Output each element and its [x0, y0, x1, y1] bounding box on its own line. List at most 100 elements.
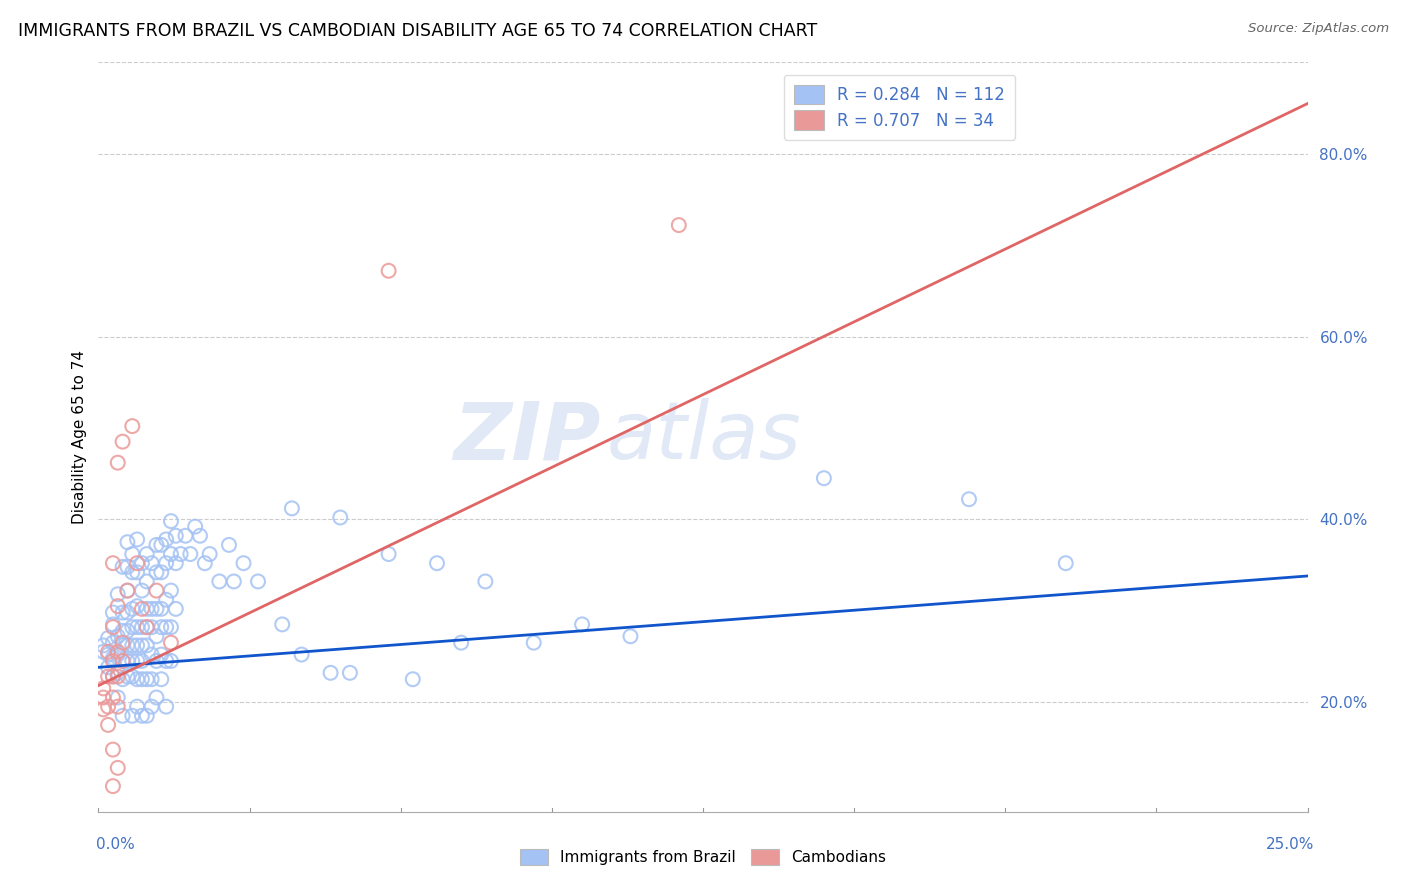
- Point: [131, 708, 153, 723]
- Point: [155, 533, 177, 547]
- Point: [1054, 556, 1077, 570]
- Point: [155, 556, 177, 570]
- Point: [135, 672, 157, 686]
- Point: [121, 547, 143, 561]
- Point: [135, 547, 157, 561]
- Point: [150, 672, 173, 686]
- Point: [107, 456, 129, 470]
- Point: [135, 620, 157, 634]
- Point: [111, 654, 134, 668]
- Point: [131, 583, 153, 598]
- Point: [145, 602, 167, 616]
- Point: [97, 631, 120, 645]
- Point: [450, 635, 472, 649]
- Point: [111, 606, 134, 620]
- Point: [107, 629, 129, 643]
- Point: [426, 556, 449, 570]
- Point: [194, 556, 217, 570]
- Point: [150, 566, 173, 580]
- Point: [198, 547, 221, 561]
- Point: [127, 556, 149, 570]
- Text: IMMIGRANTS FROM BRAZIL VS CAMBODIAN DISABILITY AGE 65 TO 74 CORRELATION CHART: IMMIGRANTS FROM BRAZIL VS CAMBODIAN DISA…: [18, 22, 817, 40]
- Point: [97, 669, 120, 683]
- Point: [127, 533, 149, 547]
- Point: [271, 617, 294, 632]
- Point: [97, 645, 120, 659]
- Point: [150, 602, 173, 616]
- Point: [135, 574, 157, 589]
- Point: [377, 547, 399, 561]
- Point: [91, 639, 114, 653]
- Point: [145, 654, 167, 668]
- Point: [127, 599, 149, 614]
- Point: [141, 620, 163, 634]
- Point: [101, 779, 124, 793]
- Point: [101, 654, 124, 668]
- Legend: Immigrants from Brazil, Cambodians: Immigrants from Brazil, Cambodians: [515, 843, 891, 871]
- Point: [523, 635, 546, 649]
- Point: [160, 620, 183, 634]
- Point: [107, 669, 129, 683]
- Point: [121, 639, 143, 653]
- Point: [91, 702, 114, 716]
- Point: [169, 547, 191, 561]
- Point: [145, 583, 167, 598]
- Point: [145, 690, 167, 705]
- Point: [117, 654, 139, 668]
- Point: [107, 699, 129, 714]
- Point: [571, 617, 593, 632]
- Point: [127, 672, 149, 686]
- Point: [107, 690, 129, 705]
- Point: [117, 606, 139, 620]
- Point: [101, 620, 124, 634]
- Point: [101, 690, 124, 705]
- Point: [121, 620, 143, 634]
- Point: [101, 606, 124, 620]
- Point: [117, 583, 139, 598]
- Point: [165, 529, 187, 543]
- Point: [111, 654, 134, 668]
- Point: [111, 624, 134, 638]
- Point: [188, 529, 211, 543]
- Point: [141, 672, 163, 686]
- Text: atlas: atlas: [606, 398, 801, 476]
- Point: [141, 699, 163, 714]
- Point: [319, 665, 342, 680]
- Y-axis label: Disability Age 65 to 74: Disability Age 65 to 74: [72, 350, 87, 524]
- Point: [135, 620, 157, 634]
- Point: [117, 639, 139, 653]
- Legend: R = 0.284   N = 112, R = 0.707   N = 34: R = 0.284 N = 112, R = 0.707 N = 34: [785, 75, 1015, 140]
- Point: [957, 492, 980, 507]
- Point: [281, 501, 304, 516]
- Point: [329, 510, 352, 524]
- Point: [377, 264, 399, 278]
- Point: [160, 583, 183, 598]
- Point: [668, 218, 690, 232]
- Point: [117, 583, 139, 598]
- Point: [165, 556, 187, 570]
- Point: [107, 761, 129, 775]
- Point: [121, 669, 143, 683]
- Point: [145, 629, 167, 643]
- Point: [474, 574, 496, 589]
- Point: [107, 665, 129, 680]
- Point: [97, 660, 120, 674]
- Point: [91, 681, 114, 696]
- Point: [160, 635, 183, 649]
- Point: [150, 648, 173, 662]
- Point: [174, 529, 197, 543]
- Point: [121, 654, 143, 668]
- Point: [111, 559, 134, 574]
- Point: [101, 556, 124, 570]
- Point: [111, 635, 134, 649]
- Point: [619, 629, 641, 643]
- Point: [131, 672, 153, 686]
- Point: [145, 566, 167, 580]
- Point: [141, 602, 163, 616]
- Point: [131, 639, 153, 653]
- Point: [101, 742, 124, 756]
- Point: [155, 699, 177, 714]
- Point: [131, 556, 153, 570]
- Point: [111, 434, 134, 449]
- Text: ZIP: ZIP: [453, 398, 600, 476]
